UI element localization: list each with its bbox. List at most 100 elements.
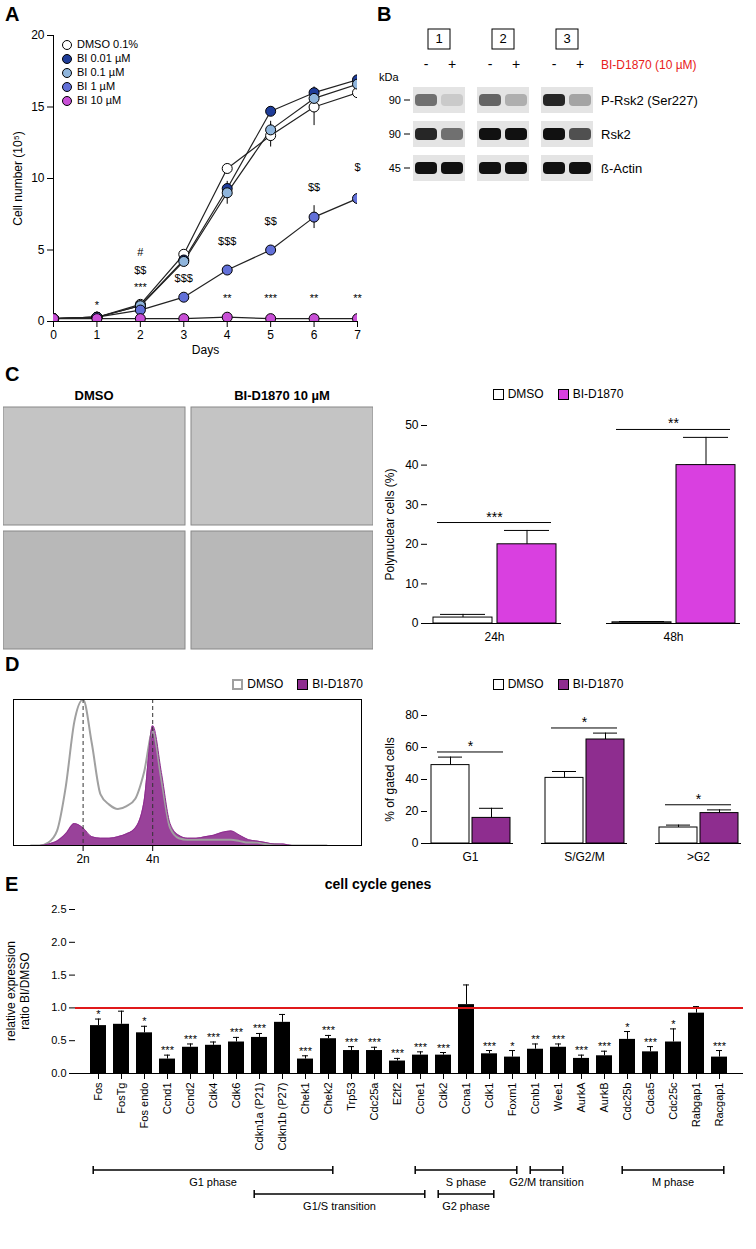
svg-text:FosTg: FosTg xyxy=(115,1083,127,1114)
svg-text:>G2: >G2 xyxy=(687,850,710,864)
svg-text:-: - xyxy=(488,56,493,72)
svg-text:*: * xyxy=(96,1008,101,1020)
svg-text:***: *** xyxy=(184,1033,198,1045)
svg-text:***: *** xyxy=(230,1026,244,1038)
svg-text:S phase: S phase xyxy=(446,1176,486,1188)
svg-text:2.5: 2.5 xyxy=(51,903,66,915)
svg-text:3: 3 xyxy=(180,328,187,342)
svg-text:Chek2: Chek2 xyxy=(322,1083,334,1115)
svg-text:***: *** xyxy=(345,1036,359,1048)
svg-text:Wee1: Wee1 xyxy=(552,1083,564,1112)
svg-text:***: *** xyxy=(644,1036,658,1048)
svg-text:Ccnd2: Ccnd2 xyxy=(184,1083,196,1115)
svg-text:***: *** xyxy=(253,1022,267,1034)
svg-text:1.5: 1.5 xyxy=(51,969,66,981)
svg-text:90: 90 xyxy=(389,128,401,140)
svg-text:48h: 48h xyxy=(663,630,683,644)
svg-text:Cdk1: Cdk1 xyxy=(483,1083,495,1109)
svg-text:***: *** xyxy=(134,281,148,293)
svg-text:80: 80 xyxy=(405,708,419,722)
svg-text:***: *** xyxy=(598,1040,612,1052)
svg-text:$$$: $$$ xyxy=(218,235,236,247)
svg-text:Cdk4: Cdk4 xyxy=(207,1083,219,1109)
svg-text:Cdca5: Cdca5 xyxy=(644,1083,656,1115)
svg-text:20: 20 xyxy=(405,804,419,818)
svg-text:G1/S transition: G1/S transition xyxy=(303,1200,376,1212)
svg-text:7: 7 xyxy=(354,328,361,342)
svg-text:0: 0 xyxy=(38,314,45,328)
svg-text:Ccnb1: Ccnb1 xyxy=(529,1083,541,1115)
svg-text:Trp53: Trp53 xyxy=(345,1083,357,1111)
svg-text:+: + xyxy=(576,56,584,72)
svg-text:3: 3 xyxy=(563,31,570,46)
svg-text:10: 10 xyxy=(405,577,419,591)
svg-text:S/G2/M: S/G2/M xyxy=(564,850,605,864)
svg-text:20: 20 xyxy=(405,537,419,551)
svg-text:Foxm1: Foxm1 xyxy=(506,1083,518,1117)
svg-text:kDa: kDa xyxy=(379,71,399,83)
svg-text:DMSO: DMSO xyxy=(75,388,114,403)
svg-text:60: 60 xyxy=(405,740,419,754)
svg-text:Cdkn1b (P27): Cdkn1b (P27) xyxy=(276,1083,288,1151)
svg-text:24h: 24h xyxy=(484,630,504,644)
svg-text:BI-D1870 (10 µM): BI-D1870 (10 µM) xyxy=(601,58,697,72)
svg-text:+: + xyxy=(448,56,456,72)
svg-text:$$: $$ xyxy=(308,181,320,193)
svg-text:$: $ xyxy=(354,161,360,173)
svg-text:40: 40 xyxy=(405,458,419,472)
svg-text:*: * xyxy=(142,1015,147,1027)
svg-text:6: 6 xyxy=(311,328,318,342)
svg-text:G1 phase: G1 phase xyxy=(189,1176,237,1188)
svg-text:50: 50 xyxy=(405,418,419,432)
svg-text:***: *** xyxy=(713,1040,727,1052)
svg-text:ß-Actin: ß-Actin xyxy=(601,161,642,176)
svg-text:*: * xyxy=(582,714,588,730)
svg-text:2.0: 2.0 xyxy=(51,936,66,948)
svg-text:AurkA: AurkA xyxy=(575,1082,587,1113)
svg-text:AurkB: AurkB xyxy=(598,1083,610,1113)
svg-text:Cdkn1a (P21): Cdkn1a (P21) xyxy=(253,1083,265,1151)
svg-text:$$: $$ xyxy=(265,215,277,227)
svg-text:4n: 4n xyxy=(146,852,159,866)
svg-text:20: 20 xyxy=(31,28,45,42)
svg-text:Polynuclear cells (%): Polynuclear cells (%) xyxy=(383,468,397,580)
svg-text:***: *** xyxy=(414,1041,428,1053)
svg-text:***: *** xyxy=(486,509,503,525)
svg-text:ratio BI/DMSO: ratio BI/DMSO xyxy=(18,952,32,1029)
svg-text:**: ** xyxy=(668,415,679,431)
svg-text:M phase: M phase xyxy=(652,1176,694,1188)
svg-text:***: *** xyxy=(552,1033,566,1045)
svg-text:-: - xyxy=(552,56,557,72)
svg-text:Rabgap1: Rabgap1 xyxy=(690,1083,702,1128)
svg-text:Chek1: Chek1 xyxy=(299,1083,311,1115)
svg-text:15: 15 xyxy=(31,100,45,114)
svg-text:**: ** xyxy=(531,1033,540,1045)
svg-text:1.0: 1.0 xyxy=(51,1001,66,1013)
svg-text:0.0: 0.0 xyxy=(51,1067,66,1079)
svg-text:*: * xyxy=(95,299,100,311)
svg-text:***: *** xyxy=(368,1036,382,1048)
svg-text:45: 45 xyxy=(389,162,401,174)
svg-text:Cdc25c: Cdc25c xyxy=(667,1082,679,1120)
svg-text:% of gated cells: % of gated cells xyxy=(383,737,397,822)
svg-text:*: * xyxy=(625,1021,630,1033)
svg-text:***: *** xyxy=(299,1045,313,1057)
svg-text:P-Rsk2 (Ser227): P-Rsk2 (Ser227) xyxy=(601,93,698,108)
svg-text:Ccnd1: Ccnd1 xyxy=(161,1083,173,1115)
svg-text:Ccna1: Ccna1 xyxy=(460,1083,472,1115)
svg-text:Cell number (10⁵): Cell number (10⁵) xyxy=(11,131,25,225)
svg-text:G2/M transition: G2/M transition xyxy=(509,1176,584,1188)
svg-text:2: 2 xyxy=(499,31,506,46)
svg-text:*: * xyxy=(696,791,702,807)
svg-text:0: 0 xyxy=(412,836,419,850)
svg-text:10: 10 xyxy=(31,171,45,185)
svg-text:90: 90 xyxy=(389,94,401,106)
svg-text:5: 5 xyxy=(267,328,274,342)
svg-text:***: *** xyxy=(437,1042,451,1054)
svg-text:Rsk2: Rsk2 xyxy=(601,127,631,142)
svg-text:**: ** xyxy=(353,292,362,304)
svg-text:$$$: $$$ xyxy=(175,272,193,284)
svg-text:***: *** xyxy=(161,1044,175,1056)
svg-text:**: ** xyxy=(310,292,319,304)
svg-text:relative expression: relative expression xyxy=(4,941,18,1041)
